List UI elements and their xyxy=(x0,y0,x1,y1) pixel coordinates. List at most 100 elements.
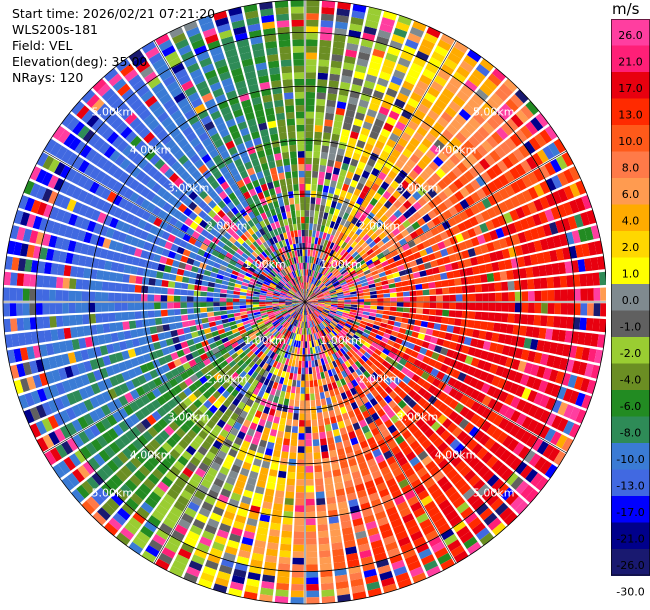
range-gate xyxy=(254,286,262,290)
range-gate xyxy=(161,441,173,453)
range-gate xyxy=(335,581,349,590)
range-gate xyxy=(305,210,310,217)
range-gate xyxy=(377,134,388,144)
range-gate xyxy=(417,103,430,115)
range-gate xyxy=(419,518,433,530)
range-gate xyxy=(561,217,571,232)
range-gate xyxy=(581,394,592,409)
range-gate xyxy=(538,425,551,439)
range-gate xyxy=(207,259,215,267)
range-gate xyxy=(296,465,305,473)
range-gate xyxy=(441,87,455,100)
range-gate xyxy=(587,241,597,256)
range-gate xyxy=(273,503,283,511)
range-gate xyxy=(381,337,389,344)
range-gate xyxy=(193,296,201,302)
range-gate xyxy=(300,296,305,302)
range-gate xyxy=(45,371,55,385)
range-gate xyxy=(281,320,288,327)
range-gate xyxy=(553,138,566,154)
range-gate xyxy=(202,390,212,400)
range-gate xyxy=(319,392,326,400)
range-gate xyxy=(312,312,318,318)
range-gate xyxy=(116,58,131,72)
range-gate xyxy=(22,303,30,316)
range-gate xyxy=(452,95,466,108)
range-gate xyxy=(295,485,305,493)
range-gate xyxy=(475,527,490,541)
range-gate xyxy=(323,212,329,220)
range-gate xyxy=(479,507,493,521)
range-gate xyxy=(383,122,394,132)
range-gate xyxy=(471,522,486,535)
range-gate xyxy=(433,453,445,465)
range-gate xyxy=(438,191,448,202)
range-gate xyxy=(342,183,350,192)
range-gate xyxy=(391,445,401,456)
range-gate xyxy=(394,419,404,430)
range-gate xyxy=(155,558,170,571)
range-gate xyxy=(341,162,349,171)
range-gate xyxy=(147,294,155,302)
range-gate xyxy=(252,260,259,268)
range-gate xyxy=(413,131,424,143)
range-gate xyxy=(267,312,275,316)
range-gate xyxy=(276,430,284,439)
range-gate xyxy=(391,559,405,571)
range-gate xyxy=(176,365,186,374)
range-gate xyxy=(261,285,269,290)
range-gate xyxy=(182,347,191,355)
range-gate xyxy=(101,431,114,444)
range-gate xyxy=(321,260,326,267)
range-gate xyxy=(315,318,321,324)
range-gate xyxy=(353,243,361,251)
range-gate xyxy=(390,347,399,355)
range-gate xyxy=(417,434,428,445)
range-gate xyxy=(282,328,287,335)
range-gate xyxy=(315,272,320,279)
range-gate xyxy=(467,346,476,356)
range-gate xyxy=(122,447,134,460)
range-gate xyxy=(388,381,398,390)
range-gate xyxy=(281,310,288,314)
range-gate xyxy=(378,399,388,408)
range-gate xyxy=(317,306,324,309)
range-gate xyxy=(63,133,76,148)
range-gate xyxy=(479,83,493,97)
range-gate xyxy=(407,473,419,484)
range-gate xyxy=(353,524,366,533)
range-gate xyxy=(461,250,470,259)
range-gate xyxy=(72,156,85,170)
range-gate xyxy=(343,533,355,542)
range-gate xyxy=(49,303,56,315)
range-gate xyxy=(303,302,305,309)
range-gate xyxy=(283,286,289,292)
range-gate xyxy=(80,218,91,230)
range-gate xyxy=(323,307,331,310)
range-gate xyxy=(330,140,339,148)
range-gate xyxy=(355,483,365,492)
range-gate xyxy=(162,202,172,212)
range-gate xyxy=(519,374,530,386)
range-gate xyxy=(281,290,288,294)
range-gate xyxy=(384,218,393,227)
range-gate xyxy=(108,353,118,364)
range-gate xyxy=(453,380,463,390)
range-gate xyxy=(290,597,304,604)
range-gate xyxy=(287,379,293,387)
range-gate xyxy=(267,325,275,331)
range-gate xyxy=(408,285,416,291)
range-gate xyxy=(306,13,319,20)
range-gate xyxy=(528,291,535,301)
range-gate xyxy=(421,371,430,381)
range-gate xyxy=(317,524,328,532)
range-gate xyxy=(360,278,368,284)
range-gate xyxy=(437,39,452,52)
range-gate xyxy=(146,178,157,190)
range-gate xyxy=(411,374,421,383)
range-gate xyxy=(288,458,297,466)
range-gate xyxy=(151,399,162,410)
range-gate xyxy=(220,310,228,315)
range-gate xyxy=(305,105,315,112)
range-gate xyxy=(307,275,309,283)
